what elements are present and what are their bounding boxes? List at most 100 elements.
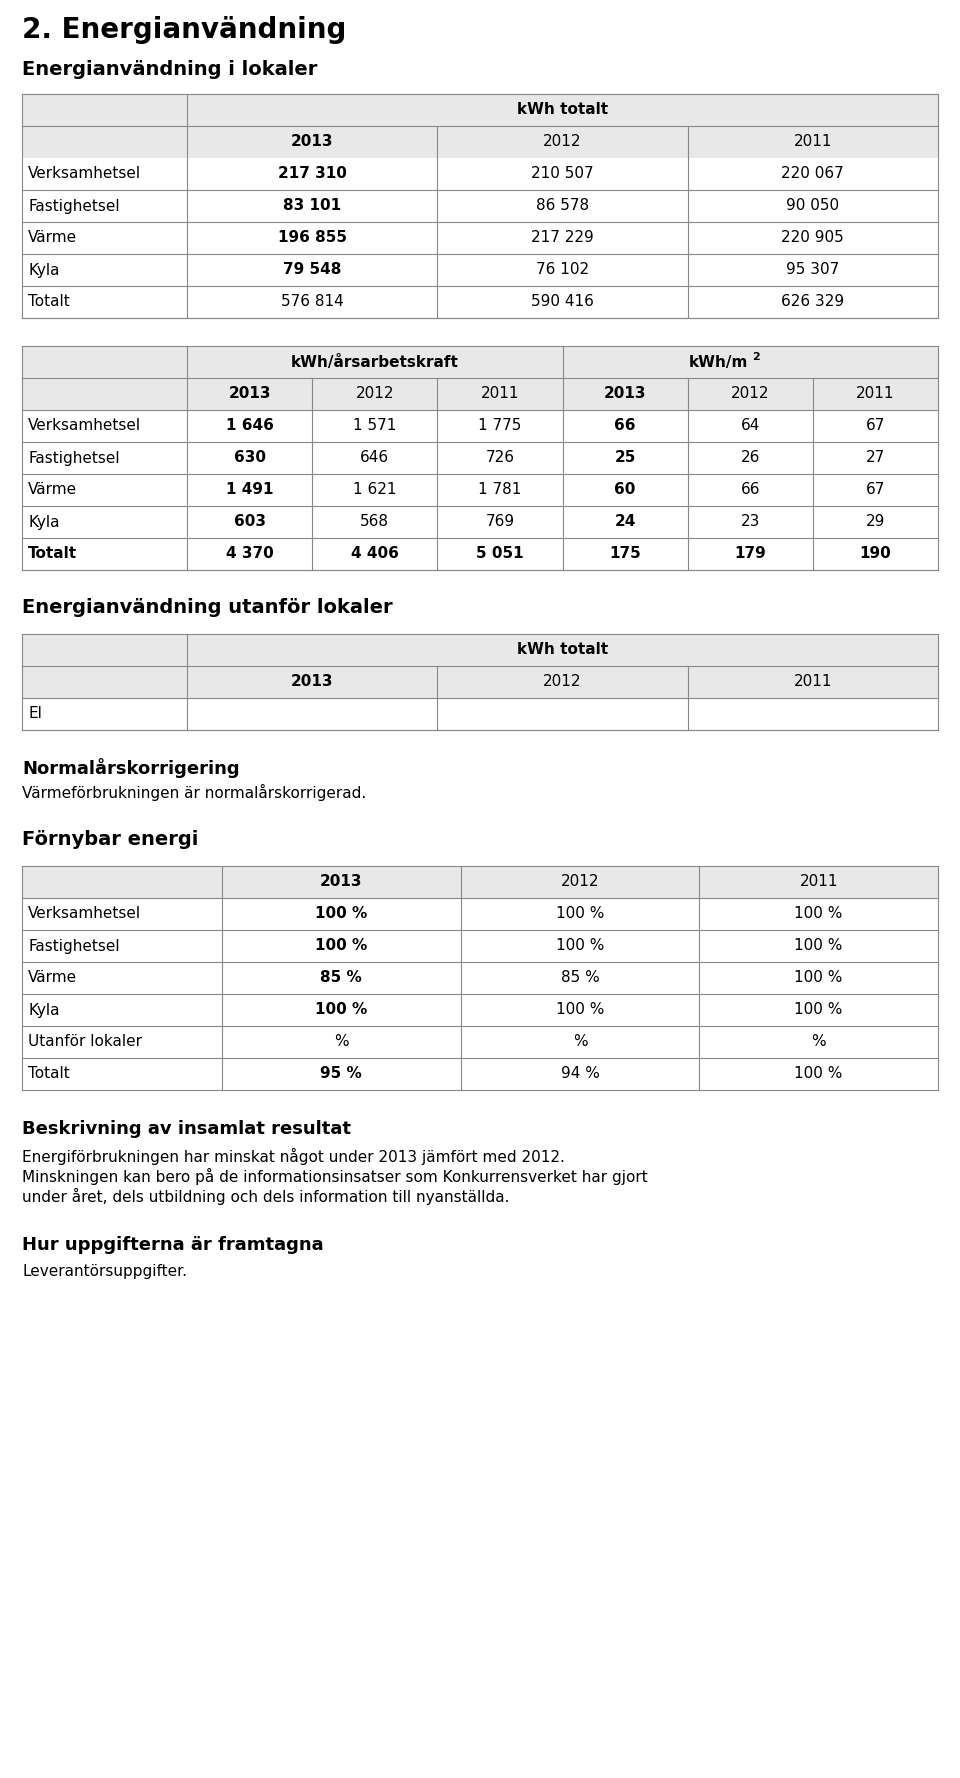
Text: 2012: 2012 [543,674,582,690]
Text: 220 905: 220 905 [781,231,844,245]
Text: 2013: 2013 [320,875,363,889]
Text: 100 %: 100 % [795,907,843,921]
Text: 85 %: 85 % [561,971,599,985]
Text: 1 571: 1 571 [353,418,396,434]
Text: 2012: 2012 [731,386,770,402]
Bar [22,1058,938,1090]
Text: 79 548: 79 548 [283,263,342,277]
Bar [22,667,938,699]
Bar [22,190,938,222]
Text: Fastighetsel: Fastighetsel [28,450,120,466]
Text: Beskrivning av insamlat resultat: Beskrivning av insamlat resultat [22,1120,351,1138]
Bar [22,475,938,507]
Text: 67: 67 [866,482,885,498]
Text: 2012: 2012 [543,135,582,149]
Text: 179: 179 [734,546,766,562]
Text: 2011: 2011 [856,386,895,402]
Text: 2013: 2013 [604,386,646,402]
Text: 196 855: 196 855 [277,231,347,245]
Bar [22,286,938,318]
Text: 2011: 2011 [794,674,832,690]
Bar [22,635,938,667]
Text: 100 %: 100 % [795,939,843,953]
Bar [22,126,938,158]
Text: El: El [28,706,42,722]
Bar [22,539,938,571]
Text: 2012: 2012 [355,386,394,402]
Text: 2011: 2011 [794,135,832,149]
Bar [22,994,938,1026]
Text: 210 507: 210 507 [531,167,594,181]
Text: 27: 27 [866,450,885,466]
Text: 64: 64 [740,418,760,434]
Text: Verksamhetsel: Verksamhetsel [28,907,141,921]
Text: 646: 646 [360,450,390,466]
Text: 603: 603 [233,514,266,530]
Text: 100 %: 100 % [315,907,368,921]
Text: 60: 60 [614,482,636,498]
Text: Normalårskorrigering: Normalårskorrigering [22,757,240,779]
Text: 769: 769 [486,514,515,530]
Text: 100 %: 100 % [795,1003,843,1017]
Text: 590 416: 590 416 [531,295,594,309]
Bar [22,507,938,539]
Bar [22,930,938,962]
Bar [22,94,938,126]
Text: Kyla: Kyla [28,514,60,530]
Text: Fastighetsel: Fastighetsel [28,199,120,213]
Text: 626 329: 626 329 [781,295,845,309]
Text: Hur uppgifterna är framtagna: Hur uppgifterna är framtagna [22,1236,324,1253]
Text: Totalt: Totalt [28,546,77,562]
Text: 2011: 2011 [481,386,519,402]
Text: 95 %: 95 % [321,1067,362,1081]
Text: Minskningen kan bero på de informationsinsatser som Konkurrensverket har gjort: Minskningen kan bero på de informationsi… [22,1168,648,1184]
Text: Förnybar energi: Förnybar energi [22,830,199,850]
Text: 100 %: 100 % [795,1067,843,1081]
Text: kWh/årsarbetskraft: kWh/årsarbetskraft [291,354,459,370]
Text: Leverantörsuppgifter.: Leverantörsuppgifter. [22,1264,187,1278]
Text: 726: 726 [486,450,515,466]
Text: %: % [334,1035,348,1049]
Bar [22,411,938,443]
Text: 85 %: 85 % [321,971,362,985]
Text: %: % [573,1035,588,1049]
Text: 83 101: 83 101 [283,199,341,213]
Text: 23: 23 [740,514,760,530]
Text: 26: 26 [740,450,760,466]
Text: 25: 25 [614,450,636,466]
Text: 2013: 2013 [291,135,333,149]
Bar [22,898,938,930]
Bar [22,866,938,898]
Text: Energianvändning utanför lokaler: Energianvändning utanför lokaler [22,597,393,617]
Text: 2. Energianvändning: 2. Energianvändning [22,16,347,44]
Text: 100 %: 100 % [556,1003,604,1017]
Text: 67: 67 [866,418,885,434]
Bar [22,699,938,731]
Text: 175: 175 [610,546,641,562]
Text: 1 781: 1 781 [478,482,521,498]
Text: 24: 24 [614,514,636,530]
Text: 1 491: 1 491 [226,482,274,498]
Text: kWh/m: kWh/m [689,354,748,370]
Text: 66: 66 [614,418,636,434]
Text: 95 307: 95 307 [786,263,839,277]
Text: Verksamhetsel: Verksamhetsel [28,167,141,181]
Text: 190: 190 [859,546,891,562]
Text: 220 067: 220 067 [781,167,844,181]
Bar [22,962,938,994]
Text: kWh totalt: kWh totalt [516,103,608,117]
Text: 94 %: 94 % [561,1067,599,1081]
Text: under året, dels utbildning och dels information till nyanställda.: under året, dels utbildning och dels inf… [22,1188,510,1205]
Text: 76 102: 76 102 [536,263,589,277]
Text: Värme: Värme [28,482,77,498]
Text: 630: 630 [233,450,266,466]
Text: Värme: Värme [28,231,77,245]
Bar [22,443,938,475]
Bar [22,158,938,190]
Text: 29: 29 [866,514,885,530]
Text: 1 775: 1 775 [478,418,521,434]
Text: Kyla: Kyla [28,1003,60,1017]
Text: 66: 66 [740,482,760,498]
Text: 4 370: 4 370 [226,546,274,562]
Text: Kyla: Kyla [28,263,60,277]
